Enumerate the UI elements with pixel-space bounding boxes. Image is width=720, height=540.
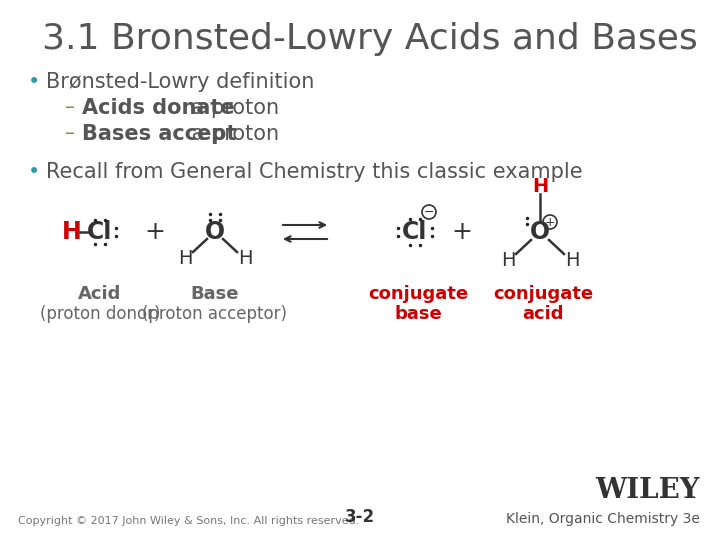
Text: O: O bbox=[205, 220, 225, 244]
Text: Brønsted-Lowry definition: Brønsted-Lowry definition bbox=[46, 72, 315, 92]
Text: 3-2: 3-2 bbox=[345, 508, 375, 526]
Text: •: • bbox=[28, 162, 40, 182]
Text: acid: acid bbox=[522, 305, 564, 323]
Text: (proton acceptor): (proton acceptor) bbox=[143, 305, 287, 323]
Text: conjugate: conjugate bbox=[493, 285, 593, 303]
Text: •: • bbox=[28, 72, 40, 92]
Text: –: – bbox=[65, 98, 75, 117]
Text: +: + bbox=[145, 220, 166, 244]
Text: conjugate: conjugate bbox=[368, 285, 468, 303]
Text: H: H bbox=[62, 220, 82, 244]
Text: Recall from General Chemistry this classic example: Recall from General Chemistry this class… bbox=[46, 162, 582, 182]
Text: WILEY: WILEY bbox=[595, 477, 700, 504]
Text: Cl: Cl bbox=[402, 220, 428, 244]
Text: a proton: a proton bbox=[185, 98, 279, 118]
Text: a proton: a proton bbox=[185, 124, 279, 144]
Text: base: base bbox=[394, 305, 442, 323]
Text: 3.1 Bronsted-Lowry Acids and Bases: 3.1 Bronsted-Lowry Acids and Bases bbox=[42, 22, 698, 56]
Text: –: – bbox=[65, 124, 75, 143]
Text: H: H bbox=[564, 252, 580, 271]
Text: H: H bbox=[178, 249, 192, 268]
Text: Cl: Cl bbox=[87, 220, 113, 244]
Text: Base: Base bbox=[191, 285, 239, 303]
Text: Acids donate: Acids donate bbox=[82, 98, 235, 118]
Text: H: H bbox=[500, 252, 516, 271]
Text: +: + bbox=[451, 220, 472, 244]
Text: +: + bbox=[545, 215, 555, 228]
Text: H: H bbox=[532, 177, 548, 195]
Text: H: H bbox=[238, 249, 252, 268]
Text: Bases accept: Bases accept bbox=[82, 124, 236, 144]
Text: O: O bbox=[530, 220, 550, 244]
Text: Acid: Acid bbox=[78, 285, 122, 303]
Text: (proton donor): (proton donor) bbox=[40, 305, 161, 323]
Text: Copyright © 2017 John Wiley & Sons, Inc. All rights reserved.: Copyright © 2017 John Wiley & Sons, Inc.… bbox=[18, 516, 359, 526]
Text: Klein, Organic Chemistry 3e: Klein, Organic Chemistry 3e bbox=[506, 512, 700, 526]
Text: −: − bbox=[424, 206, 434, 219]
